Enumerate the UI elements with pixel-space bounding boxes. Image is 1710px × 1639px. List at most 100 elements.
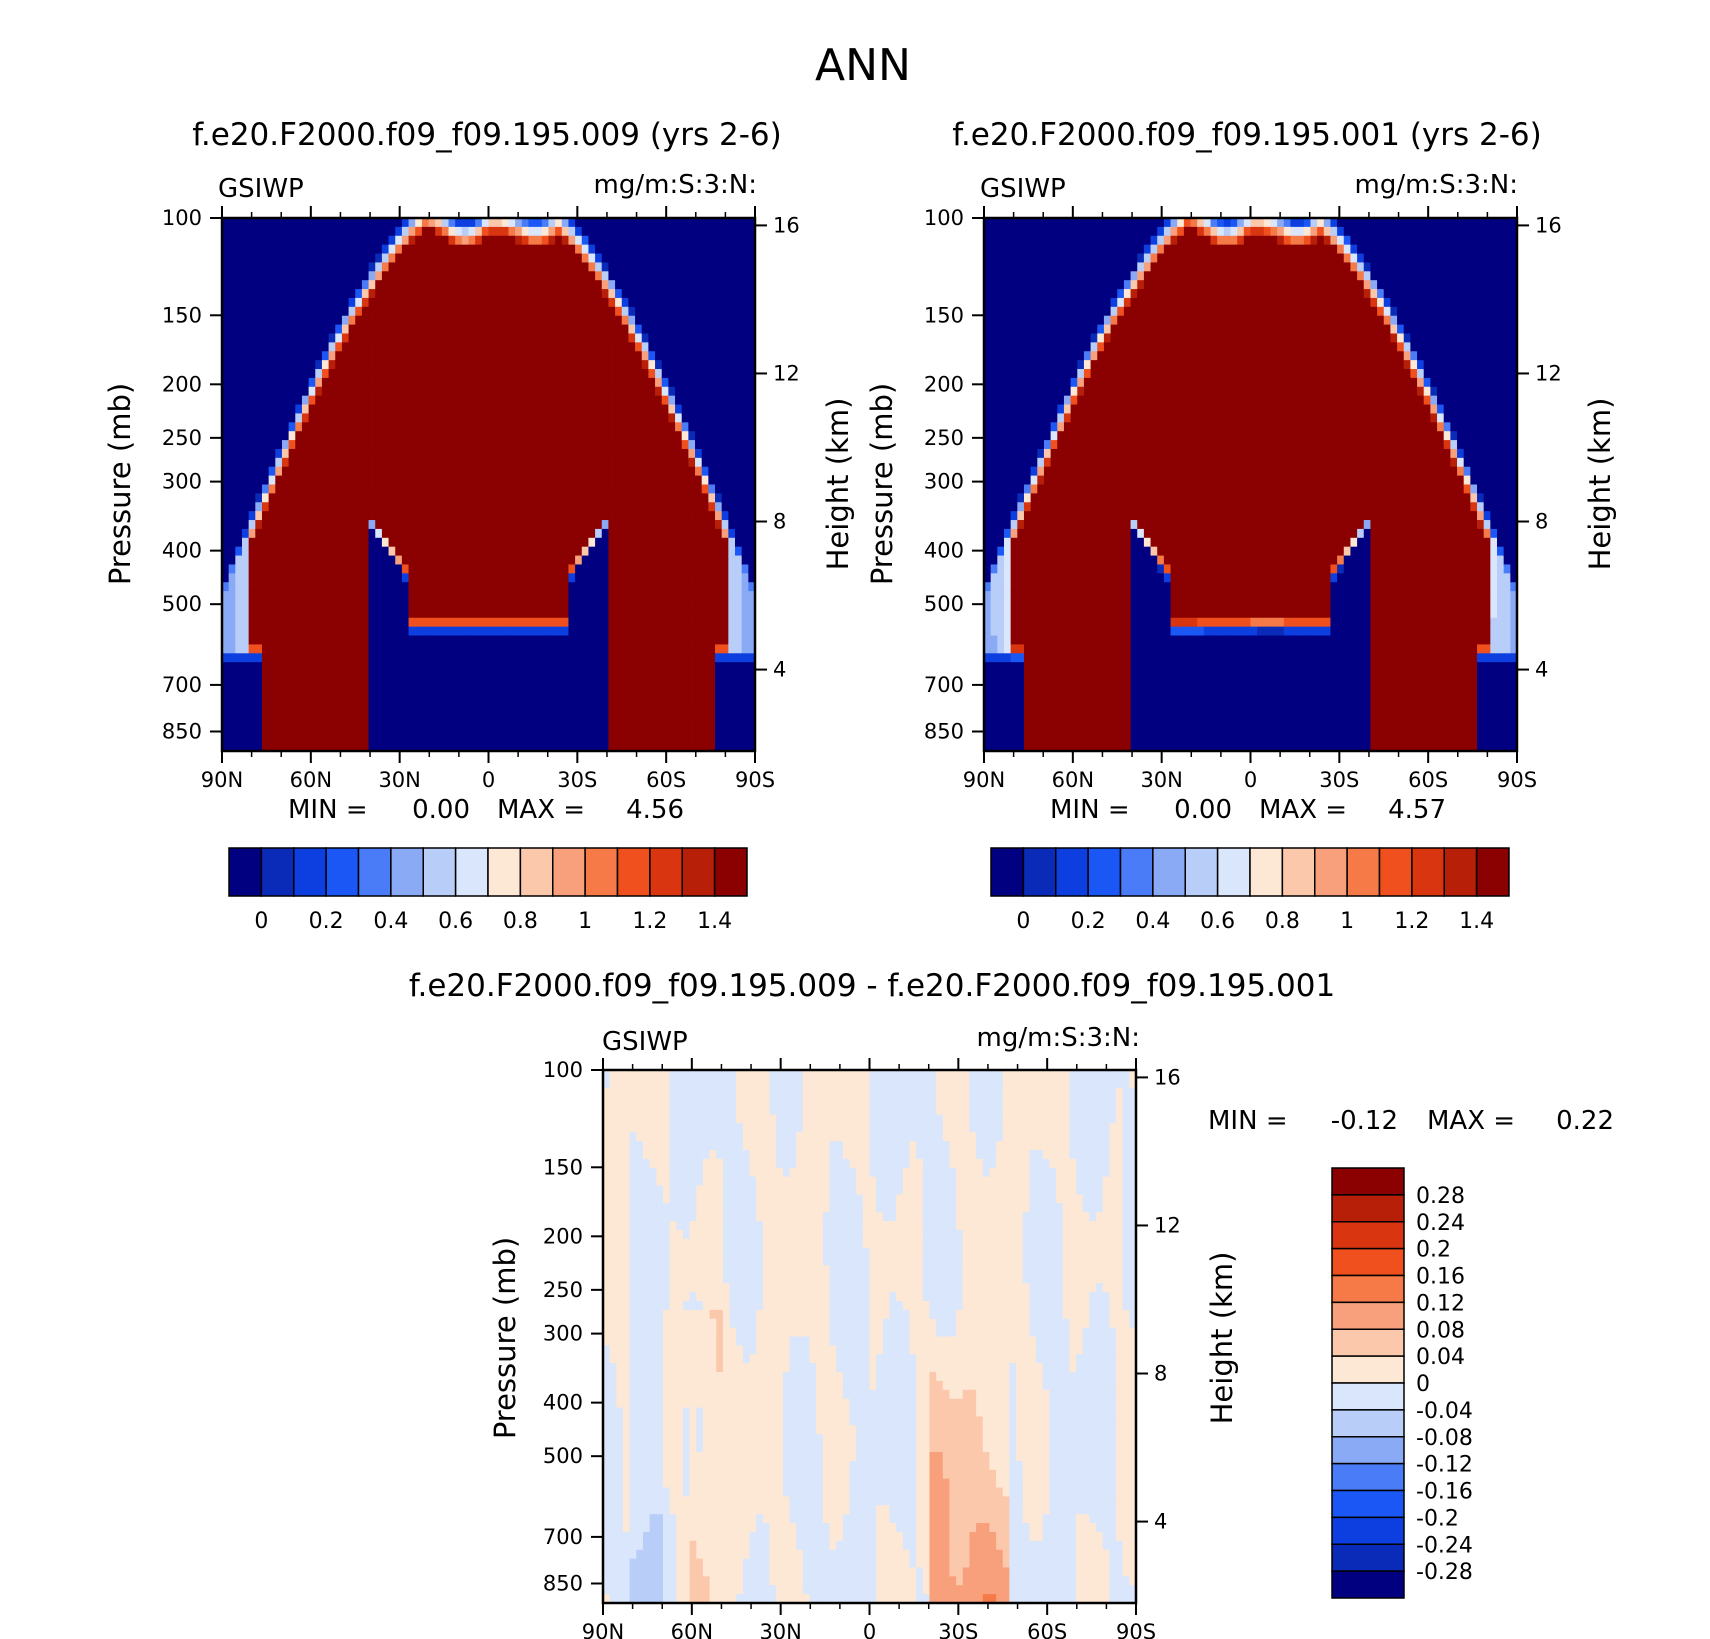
heatmap-cell: [582, 325, 589, 334]
heatmap-cell: [708, 440, 715, 449]
heatmap-cell: [735, 449, 742, 458]
heatmap-cell: [668, 493, 675, 502]
heatmap-cell: [289, 689, 296, 698]
heatmap-cell: [249, 715, 256, 724]
heatmap-cell: [602, 271, 609, 280]
heatmap-cell: [235, 325, 242, 334]
heatmap-cell: [455, 360, 462, 369]
heatmap-cell: [335, 413, 342, 422]
heatmap-cell: [462, 689, 469, 698]
heatmap-cell: [502, 422, 509, 431]
heatmap-cell: [688, 698, 695, 707]
heatmap-cell: [355, 369, 362, 378]
heatmap-cell: [655, 529, 662, 538]
heatmap-cell: [289, 653, 296, 662]
heatmap-cell: [702, 236, 709, 245]
heatmap-cell: [489, 502, 496, 511]
heatmap-cell: [349, 387, 356, 396]
heatmap-cell: [355, 493, 362, 502]
heatmap-cell: [362, 378, 369, 387]
heatmap-cell: [289, 458, 296, 467]
heatmap-cell: [462, 458, 469, 467]
heatmap-cell: [702, 271, 709, 280]
heatmap-cell: [382, 485, 389, 494]
heatmap-cell: [249, 351, 256, 360]
heatmap-cell: [648, 653, 655, 662]
heatmap-cell: [991, 262, 998, 271]
heatmap-cell: [515, 298, 522, 307]
heatmap-cell: [302, 609, 309, 618]
heatmap-cell: [269, 360, 276, 369]
heatmap-cell: [628, 360, 635, 369]
heatmap-cell: [655, 547, 662, 556]
heatmap-cell: [362, 556, 369, 565]
heatmap-cell: [648, 520, 655, 529]
heatmap-cell: [708, 538, 715, 547]
heatmap-cell: [668, 538, 675, 547]
heatmap-cell: [389, 254, 396, 263]
heatmap-cell: [442, 485, 449, 494]
heatmap-cell: [429, 707, 436, 716]
heatmap-cell: [269, 369, 276, 378]
heatmap-cell: [522, 511, 529, 520]
heatmap-cell: [375, 280, 382, 289]
heatmap-cell: [249, 316, 256, 325]
heatmap-cell: [508, 485, 515, 494]
heatmap-cell: [602, 307, 609, 316]
heatmap-cell: [255, 333, 262, 342]
heatmap-cell: [582, 413, 589, 422]
heatmap-cell: [542, 662, 549, 671]
heatmap-cell: [608, 653, 615, 662]
heatmap-cell: [622, 556, 629, 565]
heatmap-cell: [508, 715, 515, 724]
heatmap-cell: [309, 733, 316, 742]
heatmap-cell: [322, 262, 329, 271]
heatmap-cell: [455, 369, 462, 378]
heatmap-cell: [322, 600, 329, 609]
heatmap-cell: [502, 227, 509, 236]
heatmap-cell: [269, 538, 276, 547]
heatmap-cell: [702, 600, 709, 609]
heatmap-cell: [415, 707, 422, 716]
heatmap-cell: [449, 564, 456, 573]
heatmap-cell: [735, 378, 742, 387]
heatmap-cell: [508, 618, 515, 627]
heatmap-cell: [389, 511, 396, 520]
heatmap-cell: [495, 333, 502, 342]
heatmap-cell: [262, 431, 269, 440]
heatmap-cell: [548, 644, 555, 653]
heatmap-cell: [595, 378, 602, 387]
heatmap-cell: [289, 609, 296, 618]
heatmap-cell: [522, 458, 529, 467]
heatmap-cell: [495, 653, 502, 662]
heatmap-cell: [695, 689, 702, 698]
heatmap-cell: [349, 405, 356, 414]
heatmap-cell: [655, 653, 662, 662]
heatmap-cell: [622, 431, 629, 440]
heatmap-cell: [575, 342, 582, 351]
heatmap-cell: [562, 378, 569, 387]
heatmap-cell: [469, 467, 476, 476]
heatmap-cell: [502, 262, 509, 271]
heatmap-cell: [602, 538, 609, 547]
heatmap-cell: [375, 707, 382, 716]
panel-2-title: f.e20.F2000.f09_f09.195.001 (yrs 2-6): [952, 117, 1542, 153]
heatmap-cell: [648, 316, 655, 325]
heatmap-cell: [409, 413, 416, 422]
heatmap-cell: [528, 333, 535, 342]
heatmap-cell: [349, 698, 356, 707]
heatmap-cell: [429, 529, 436, 538]
heatmap-cell: [622, 316, 629, 325]
heatmap-cell: [648, 369, 655, 378]
heatmap-cell: [349, 556, 356, 565]
heatmap-cell: [362, 431, 369, 440]
heatmap-cell: [235, 636, 242, 645]
heatmap-cell: [702, 680, 709, 689]
heatmap-cell: [735, 689, 742, 698]
heatmap-cell: [508, 627, 515, 636]
heatmap-cell: [469, 511, 476, 520]
heatmap-cell: [269, 236, 276, 245]
heatmap-cell: [275, 396, 282, 405]
y-tick-label: 200: [162, 372, 202, 396]
heatmap-cell: [695, 271, 702, 280]
